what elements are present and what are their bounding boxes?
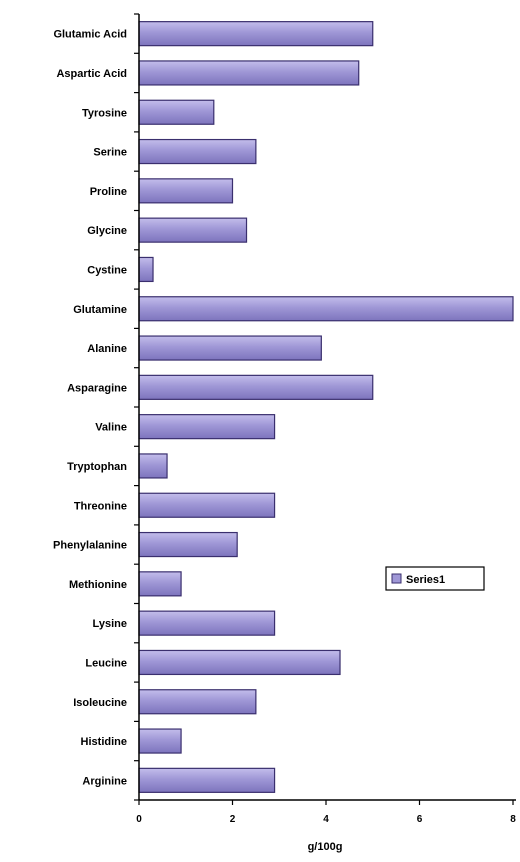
category-label-lysine: Lysine bbox=[93, 618, 127, 630]
bar-valine bbox=[138, 414, 276, 440]
bar-phenylalanine bbox=[138, 531, 238, 558]
category-label-threonine: Threonine bbox=[74, 500, 127, 512]
bar-tryptophan bbox=[138, 453, 168, 479]
category-label-cystine: Cystine bbox=[87, 264, 127, 276]
legend-box bbox=[385, 566, 485, 591]
category-label-proline: Proline bbox=[90, 186, 127, 198]
bar-serine bbox=[138, 138, 257, 165]
category-label-arginine: Arginine bbox=[82, 775, 127, 787]
category-label-methionine: Methionine bbox=[69, 579, 127, 591]
category-label-aspartic-acid: Aspartic Acid bbox=[56, 68, 127, 80]
category-label-glutamic-acid: Glutamic Acid bbox=[53, 29, 127, 41]
category-label-glycine: Glycine bbox=[87, 225, 127, 237]
bar-isoleucine bbox=[138, 689, 257, 715]
x-axis-ticks: 0 2 4 6 8 bbox=[136, 800, 516, 825]
bar-lysine bbox=[138, 610, 276, 636]
bar-leucine bbox=[138, 649, 341, 676]
legend: Series1 bbox=[385, 566, 485, 591]
bar-glycine bbox=[138, 217, 248, 243]
bar-threonine bbox=[138, 492, 276, 518]
category-label-tyrosine: Tyrosine bbox=[82, 107, 127, 119]
category-label-histidine: Histidine bbox=[81, 736, 127, 748]
x-axis-title: g/100g bbox=[308, 841, 343, 853]
x-tick-label: 8 bbox=[510, 814, 516, 825]
bar-aspartic-acid bbox=[138, 60, 360, 86]
category-label-phenylalanine: Phenylalanine bbox=[53, 540, 127, 552]
x-tick-label: 4 bbox=[323, 814, 329, 825]
category-label-valine: Valine bbox=[95, 422, 127, 434]
bar-arginine bbox=[138, 767, 276, 793]
category-label-asparagine: Asparagine bbox=[67, 382, 127, 394]
x-tick-label: 0 bbox=[136, 814, 142, 825]
legend-swatch bbox=[391, 573, 402, 584]
bar-tyrosine bbox=[138, 99, 215, 125]
bar-proline bbox=[138, 178, 234, 204]
category-label-leucine: Leucine bbox=[85, 657, 127, 669]
category-label-alanine: Alanine bbox=[87, 343, 127, 355]
category-label-glutamine: Glutamine bbox=[73, 304, 127, 316]
bars-layer bbox=[138, 21, 514, 793]
x-tick-label: 6 bbox=[417, 814, 423, 825]
y-axis-ticks bbox=[134, 13, 139, 801]
category-label-isoleucine: Isoleucine bbox=[73, 697, 127, 709]
bar-methionine bbox=[138, 571, 182, 597]
x-tick-label: 2 bbox=[230, 814, 236, 825]
legend-label: Series1 bbox=[406, 574, 445, 586]
category-label-serine: Serine bbox=[93, 147, 127, 159]
bar-asparagine bbox=[138, 374, 374, 400]
category-label-tryptophan: Tryptophan bbox=[67, 461, 127, 473]
bar-histidine bbox=[138, 728, 182, 754]
bar-cystine bbox=[138, 256, 154, 283]
bar-glutamine bbox=[138, 296, 514, 322]
bar-alanine bbox=[138, 335, 322, 361]
category-labels: Glutamic Acid Aspartic Acid Tyrosine Serine… bbox=[53, 29, 127, 788]
bar-glutamic-acid bbox=[138, 21, 374, 47]
